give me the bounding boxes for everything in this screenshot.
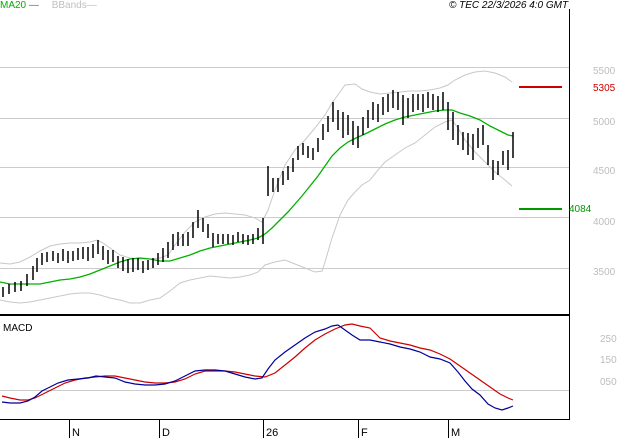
bollinger-bands [0, 70, 513, 304]
macd-y-tick-050: 050 [600, 377, 617, 388]
macd-title: MACD [3, 323, 33, 334]
x-label-dec: D [162, 427, 170, 439]
y-tick-5500: 5500 [593, 66, 616, 77]
macd-line [1, 324, 514, 411]
support-label: 4084 [569, 204, 592, 215]
legend-bbands-swatch: — [86, 0, 97, 11]
copyright-timestamp: © TEC 22/3/2026 4:0 GMT [449, 0, 569, 11]
legend-ma20-swatch: — [26, 0, 39, 11]
y-tick-5000: 5000 [593, 117, 616, 128]
macd-y-tick-250: 250 [600, 334, 617, 345]
chart-frame [0, 9, 570, 420]
y-tick-3500: 3500 [593, 267, 616, 278]
x-label-mar: M [451, 427, 461, 439]
x-label-2026: 26 [266, 427, 279, 439]
x-label-nov: N [72, 427, 80, 439]
x-label-feb: F [361, 427, 368, 439]
resistance-label: 5305 [593, 83, 616, 94]
legend-ma20: MA20 [0, 0, 27, 11]
chart-legend: MA20 — BBands— [0, 0, 97, 12]
price-gridlines [0, 67, 569, 269]
x-axis-ticks [69, 420, 449, 438]
y-tick-4000: 4000 [593, 217, 616, 228]
legend-bbands: BBands [51, 0, 87, 11]
macd-y-tick-150: 150 [600, 355, 617, 366]
y-tick-4500: 4500 [593, 166, 616, 177]
ma20-line [0, 109, 514, 285]
price-bars [2, 90, 514, 297]
macd-signal-line [1, 323, 514, 401]
